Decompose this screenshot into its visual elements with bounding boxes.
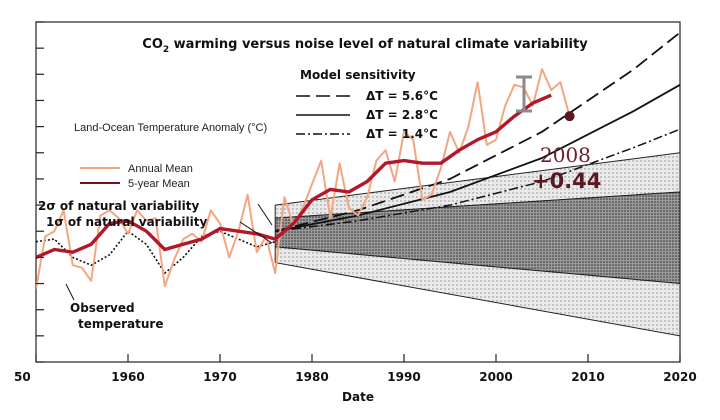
legend-model-label-2-8: ΔT = 2.8°C [366,108,438,122]
model-lines [274,31,680,233]
five-year-mean-line [36,93,552,259]
x-tick-label: 1990 [387,370,420,384]
band-label-2sigma: 2σ of natural variability [38,199,199,213]
legend-model-title: Model sensitivity [300,68,416,82]
observed-series [36,68,571,289]
observed-label-line1: Observed [70,301,135,315]
y-ticks [36,21,44,363]
legend-model-label-5-6: ΔT = 5.6°C [366,89,438,103]
error-bar-icon [516,75,532,113]
annotation-point [564,111,575,122]
x-tick-label: 1960 [111,370,144,384]
annotation-year: 2008 [540,143,591,167]
model-line-2-8 [275,84,680,233]
band-arrow-2sigma [257,203,273,226]
x-axis-label: Date [342,390,374,404]
x-tick-label: 50 [14,370,31,384]
observed-arrow [65,283,75,301]
x-tick-label: 1980 [295,370,328,384]
observed-label-line2: temperature [78,317,163,331]
band-label-1sigma: 1σ of natural variability [46,215,207,229]
model-line-5-6 [274,31,680,233]
legend-model-label-1-4: ΔT = 1.4°C [366,127,438,141]
chart-title: CO2 warming versus noise level of natura… [142,37,588,55]
annotation-value: +0.44 [532,169,601,193]
band-2sigma-upper [274,152,680,219]
x-tick-label: 2000 [479,370,512,384]
band-arrow-1sigma [239,221,273,244]
x-tick-label: 2020 [663,370,696,384]
model-line-1-4 [275,128,680,232]
legend-5yr-label: 5-year Mean [128,178,190,190]
legend-annual-label: Annual Mean [128,163,193,175]
x-ticks: 50 1960 1970 1980 1990 2000 2010 2020 [14,354,697,384]
x-tick-label: 2010 [571,370,604,384]
y-axis-label: Land-Ocean Temperature Anomaly (°C) [74,122,267,134]
variability-bands [274,152,680,337]
annual-mean-line [36,68,571,289]
band-2sigma-lower [274,246,680,337]
title-subscript: 2 [163,45,169,55]
x-tick-label: 1970 [203,370,236,384]
